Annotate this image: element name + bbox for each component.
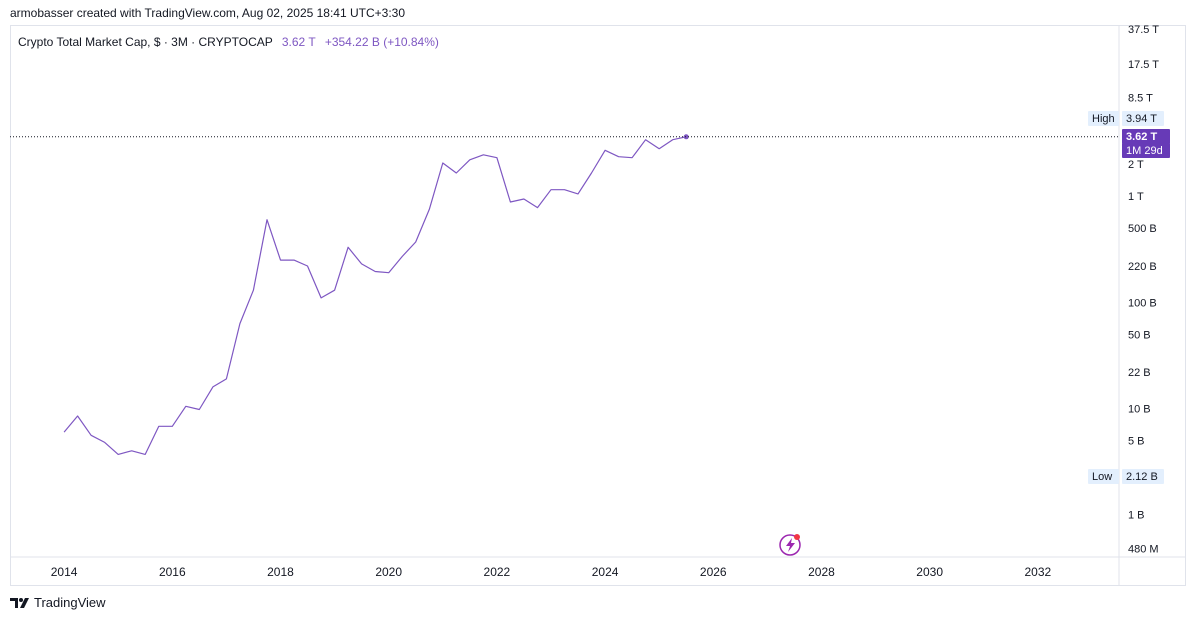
- series: [63, 134, 689, 455]
- series-line: [63, 136, 687, 455]
- y-tick-label: 50 B: [1128, 329, 1151, 341]
- low-label-text: Low: [1092, 471, 1112, 483]
- chart-frame: [10, 25, 1186, 586]
- y-tick-label: 220 B: [1128, 261, 1157, 273]
- y-tick-label: 10 B: [1128, 404, 1151, 416]
- x-tick-label: 2018: [267, 565, 294, 579]
- y-axis: 37.5 T 17.5 T 8.5 T 2 T 1 T 500 B 220 B 100 B 50…: [1118, 24, 1159, 585]
- x-tick-label: 2032: [1025, 565, 1052, 579]
- last-price-badge-bg: [1122, 129, 1170, 144]
- low-value: 2.12 B: [1122, 469, 1164, 484]
- low-label-bg: [1088, 469, 1119, 484]
- x-tick-label: 2028: [808, 565, 835, 579]
- y-tick-label: 1 T: [1128, 191, 1144, 203]
- high-value-bg: [1122, 111, 1164, 126]
- x-tick-label: 2020: [375, 565, 402, 579]
- countdown-badge: 1M 29d: [1122, 143, 1170, 158]
- low-value-text: 2.12 B: [1126, 471, 1158, 483]
- low-value-bg: [1122, 469, 1164, 484]
- countdown-badge-text: 1M 29d: [1126, 145, 1163, 157]
- x-tick-label: 2030: [916, 565, 943, 579]
- chart-legend: Crypto Total Market Cap, $ · 3M · CRYPTO…: [18, 35, 439, 49]
- y-tick-label: 17.5 T: [1128, 59, 1159, 71]
- high-value-text: 3.94 T: [1126, 113, 1157, 125]
- chart-caption: armobasser created with TradingView.com,…: [10, 6, 406, 20]
- countdown-badge-bg: [1122, 143, 1170, 158]
- y-tick-label: 1 B: [1128, 510, 1145, 522]
- last-price-badge-text: 3.62 T: [1126, 131, 1157, 143]
- x-tick-label: 2016: [159, 565, 186, 579]
- y-tick-label: 37.5 T: [1128, 24, 1159, 36]
- legend-change: +354.22 B (+10.84%): [324, 35, 439, 49]
- price-markers: High 3.94 T 3.62 T 1M 29d Low 2.12 B: [10, 111, 1170, 484]
- x-tick-label: 2022: [484, 565, 511, 579]
- y-tick-label: 22 B: [1128, 367, 1151, 379]
- tradingview-logo-icon: [10, 597, 29, 608]
- y-tick-label: 8.5 T: [1128, 92, 1153, 104]
- low-label: Low: [1088, 469, 1119, 484]
- legend-price: 3.62 T: [281, 35, 316, 49]
- lightning-bolt: [786, 538, 795, 552]
- legend-symbol: Crypto Total Market Cap, $ · 3M · CRYPTO…: [18, 35, 273, 49]
- high-value: 3.94 T: [1122, 111, 1164, 126]
- x-tick-label: 2024: [592, 565, 619, 579]
- y-tick-label: 2 T: [1128, 159, 1144, 171]
- high-label: High: [1088, 111, 1119, 126]
- event-dot: [794, 534, 800, 540]
- event-marker[interactable]: [779, 534, 801, 556]
- y-tick-label: 480 M: [1128, 544, 1159, 556]
- footer-brand[interactable]: TradingView: [10, 595, 106, 610]
- high-label-text: High: [1092, 113, 1115, 125]
- last-price-badge: 3.62 T: [1122, 129, 1170, 144]
- x-axis: 2014 2016 2018 2020 2022 2024 2026 2028 2030 2032: [10, 556, 1186, 579]
- y-tick-label: 500 B: [1128, 223, 1157, 235]
- y-tick-label: 5 B: [1128, 436, 1145, 448]
- high-label-bg: [1088, 111, 1119, 126]
- x-tick-label: 2014: [51, 565, 78, 579]
- footer-brand-name: TradingView: [34, 595, 106, 610]
- last-point: [683, 134, 689, 140]
- x-tick-label: 2026: [700, 565, 727, 579]
- y-tick-label: 100 B: [1128, 297, 1157, 309]
